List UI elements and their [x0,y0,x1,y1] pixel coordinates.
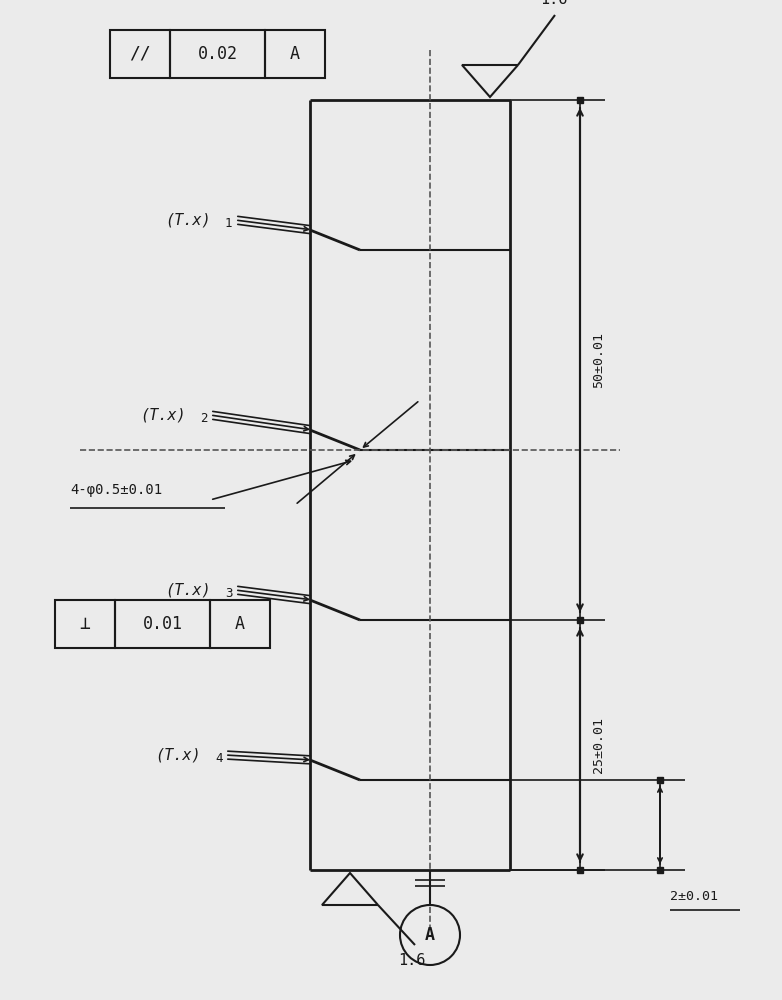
Text: 1: 1 [225,217,232,230]
Text: 3: 3 [225,587,232,600]
Text: A: A [425,926,435,944]
Text: ⊥: ⊥ [80,615,91,633]
Text: 0.01: 0.01 [142,615,182,633]
Text: 1.6: 1.6 [398,953,425,968]
Bar [577,867,583,873]
Text: A: A [290,45,300,63]
Text: A: A [235,615,245,633]
Text: (T.x): (T.x) [165,213,210,228]
Text: 1.6: 1.6 [540,0,568,7]
Text: 0.02: 0.02 [198,45,238,63]
Bar [657,867,663,873]
Text: 50±0.01: 50±0.01 [592,332,605,388]
Bar [577,97,583,103]
Text: 4: 4 [215,752,223,765]
Text: //: // [129,45,151,63]
Bar [577,617,583,623]
Bar [657,777,663,783]
Text: (T.x): (T.x) [140,408,185,422]
Text: 4-φ0.5±0.01: 4-φ0.5±0.01 [70,483,162,497]
Text: 2: 2 [200,412,207,425]
Text: 2±0.01: 2±0.01 [670,890,718,903]
Text: (T.x): (T.x) [165,582,210,597]
Text: 25±0.01: 25±0.01 [592,717,605,773]
Text: (T.x): (T.x) [155,748,201,762]
